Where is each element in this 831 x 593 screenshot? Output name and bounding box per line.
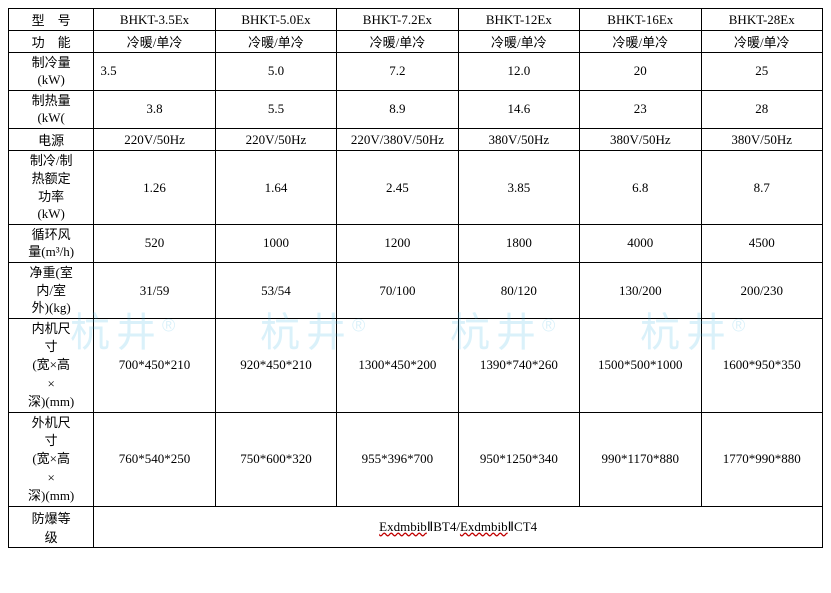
col-5: BHKT-28Ex xyxy=(701,9,823,31)
cell: 20 xyxy=(580,53,701,91)
cell: 990*1170*880 xyxy=(580,412,701,506)
cell: 3.5 xyxy=(94,53,215,91)
cell: 750*600*320 xyxy=(215,412,336,506)
cell: 8.9 xyxy=(337,91,458,129)
explosion-value: ExdmbibⅡBT4/ExdmbibⅡCT4 xyxy=(94,506,823,547)
cell: 955*396*700 xyxy=(337,412,458,506)
cell: 23 xyxy=(580,91,701,129)
cell: 14.6 xyxy=(458,91,579,129)
header-function: 功 能 xyxy=(9,31,94,53)
cell: 4500 xyxy=(701,225,823,263)
cell: 1300*450*200 xyxy=(337,319,458,413)
spec-table: 型 号 BHKT-3.5Ex BHKT-5.0Ex BHKT-7.2Ex BHK… xyxy=(8,8,823,548)
header-explosion: 防爆等级 xyxy=(9,506,94,547)
cell: 28 xyxy=(701,91,823,129)
cell: 31/59 xyxy=(94,263,215,319)
cell: 520 xyxy=(94,225,215,263)
cell: 920*450*210 xyxy=(215,319,336,413)
cell: 2.45 xyxy=(337,151,458,225)
cell: 1.26 xyxy=(94,151,215,225)
col-0: BHKT-3.5Ex xyxy=(94,9,215,31)
col-1: BHKT-5.0Ex xyxy=(215,9,336,31)
header-outdoor-size: 外机尺寸(宽×高×深)(mm) xyxy=(9,412,94,506)
col-3: BHKT-12Ex xyxy=(458,9,579,31)
cell: 冷暖/单冷 xyxy=(458,31,579,53)
header-rated-power: 制冷/制热额定功率(kW) xyxy=(9,151,94,225)
cell: 380V/50Hz xyxy=(458,129,579,151)
col-4: BHKT-16Ex xyxy=(580,9,701,31)
cell: 80/120 xyxy=(458,263,579,319)
cell: 700*450*210 xyxy=(94,319,215,413)
header-heating: 制热量(kW( xyxy=(9,91,94,129)
cell: 1000 xyxy=(215,225,336,263)
cell: 6.8 xyxy=(580,151,701,225)
header-airflow: 循环风量(m³/h) xyxy=(9,225,94,263)
header-cooling: 制冷量(kW) xyxy=(9,53,94,91)
cell: 1500*500*1000 xyxy=(580,319,701,413)
cell: 7.2 xyxy=(337,53,458,91)
cell: 4000 xyxy=(580,225,701,263)
cell: 1800 xyxy=(458,225,579,263)
cell: 1770*990*880 xyxy=(701,412,823,506)
cell: 5.5 xyxy=(215,91,336,129)
cell: 1.64 xyxy=(215,151,336,225)
cell: 220V/50Hz xyxy=(215,129,336,151)
cell: 1200 xyxy=(337,225,458,263)
cell: 380V/50Hz xyxy=(701,129,823,151)
cell: 25 xyxy=(701,53,823,91)
cell: 冷暖/单冷 xyxy=(580,31,701,53)
cell: 380V/50Hz xyxy=(580,129,701,151)
cell: 冷暖/单冷 xyxy=(94,31,215,53)
cell: 53/54 xyxy=(215,263,336,319)
header-indoor-size: 内机尺寸(宽×高×深)(mm) xyxy=(9,319,94,413)
cell: 130/200 xyxy=(580,263,701,319)
cell: 70/100 xyxy=(337,263,458,319)
header-model: 型 号 xyxy=(9,9,94,31)
cell: 8.7 xyxy=(701,151,823,225)
cell: 12.0 xyxy=(458,53,579,91)
cell: 3.8 xyxy=(94,91,215,129)
cell: 5.0 xyxy=(215,53,336,91)
cell: 1390*740*260 xyxy=(458,319,579,413)
cell: 760*540*250 xyxy=(94,412,215,506)
header-power-source: 电源 xyxy=(9,129,94,151)
cell: 220V/380V/50Hz xyxy=(337,129,458,151)
header-net-weight: 净重(室内/室外)(kg) xyxy=(9,263,94,319)
cell: 200/230 xyxy=(701,263,823,319)
col-2: BHKT-7.2Ex xyxy=(337,9,458,31)
cell: 1600*950*350 xyxy=(701,319,823,413)
cell: 冷暖/单冷 xyxy=(701,31,823,53)
cell: 冷暖/单冷 xyxy=(215,31,336,53)
cell: 220V/50Hz xyxy=(94,129,215,151)
cell: 950*1250*340 xyxy=(458,412,579,506)
cell: 冷暖/单冷 xyxy=(337,31,458,53)
cell: 3.85 xyxy=(458,151,579,225)
